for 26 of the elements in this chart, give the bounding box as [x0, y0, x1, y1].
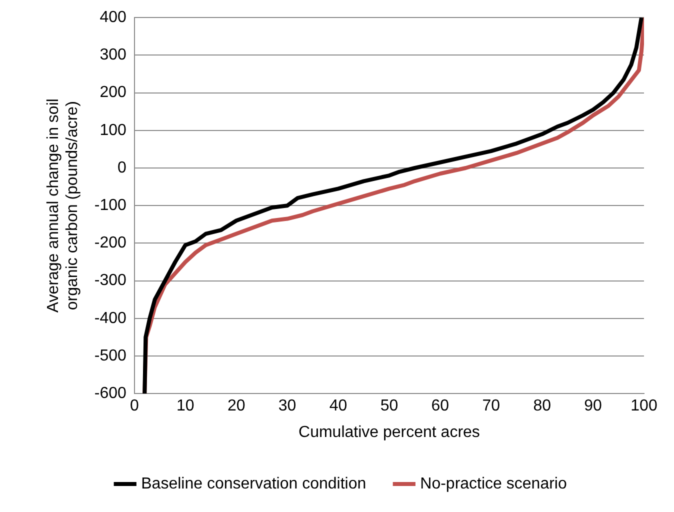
x-tick-label: 30 [278, 398, 296, 415]
x-tick-label: 90 [584, 398, 602, 415]
legend-label: No-practice scenario [420, 475, 567, 492]
x-tick-label: 80 [533, 398, 552, 415]
y-tick-label: -200 [94, 234, 127, 252]
y-tick-label: 100 [100, 122, 127, 139]
y-tick-label: -400 [94, 310, 127, 327]
y-tick-label: -600 [94, 385, 127, 402]
y-tick-label: 200 [100, 84, 127, 102]
x-tick-label: 60 [431, 398, 450, 415]
legend-label: Baseline conservation condition [141, 475, 366, 492]
x-tick-label: 70 [482, 398, 500, 415]
x-tick-label: 50 [380, 398, 398, 415]
y-tick-label: -500 [94, 347, 127, 364]
y-tick-label: 300 [100, 46, 127, 64]
x-tick-label: 40 [329, 398, 348, 415]
x-axis-title: Cumulative percent acres [298, 424, 480, 441]
y-tick-label: 0 [118, 159, 127, 176]
x-tick-label: 0 [130, 398, 139, 415]
y-axis-title: Average annual change in soil organic carbon (pounds/acre) [45, 98, 82, 313]
y-tick-label: -100 [94, 197, 127, 214]
x-tick-label: 10 [176, 398, 194, 415]
y-tick-label: -300 [94, 272, 127, 290]
x-tick-label: 100 [630, 398, 658, 415]
y-tick-label: 400 [100, 9, 127, 26]
x-tick-label: 20 [227, 398, 246, 415]
